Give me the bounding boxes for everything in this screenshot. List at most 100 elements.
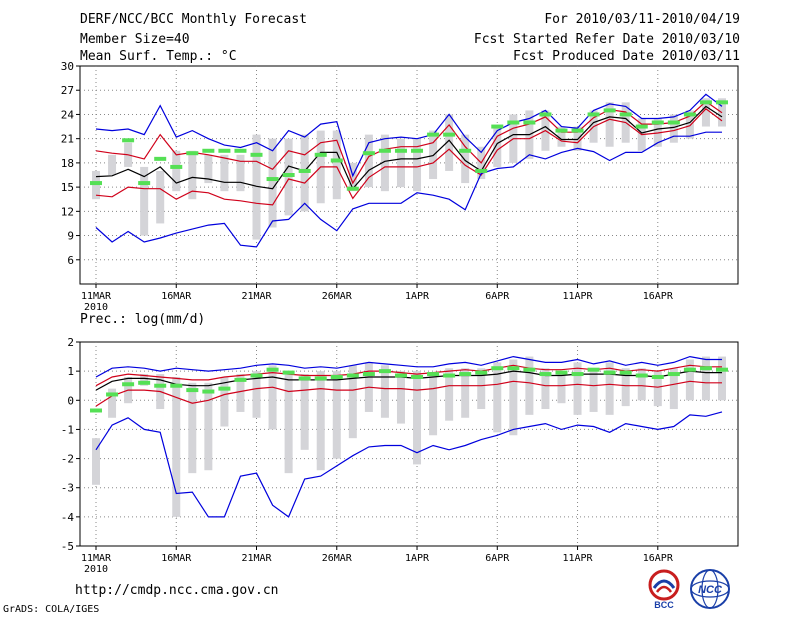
spread-box [188, 382, 197, 474]
observed-marker [667, 372, 680, 377]
spread-box [669, 114, 678, 143]
series-line-ensemble-max [95, 355, 722, 378]
observed-marker [218, 148, 231, 153]
series-line-lower-band [95, 107, 723, 206]
observed-marker [507, 366, 520, 371]
y-tick-label: 6 [67, 254, 74, 267]
y-tick-label: -3 [61, 482, 74, 495]
observed-marker [475, 370, 488, 375]
spread-box [332, 130, 341, 200]
spread-box [685, 110, 694, 139]
spread-box [236, 374, 245, 412]
observed-marker [362, 372, 375, 377]
spread-box [461, 134, 470, 184]
member-size: Member Size=40 [80, 32, 190, 47]
observed-marker [282, 370, 295, 375]
spread-box [204, 382, 213, 471]
observed-marker [266, 177, 279, 182]
observed-marker [170, 164, 183, 169]
chart-panel-2: 2 1 0 -1 -2 -3 -4 -5 11MAR 16MAR 21MAR 26MAR 1APR 6AP… [61, 312, 739, 575]
spread-box [332, 371, 341, 459]
chart-title: DERF/NCC/BCC Monthly Forecast [80, 12, 307, 27]
observed-marker [170, 383, 183, 388]
x-tick-label: 16MAR [161, 553, 192, 564]
spread-box [541, 368, 550, 410]
spread-box [685, 359, 694, 401]
series-line-median [95, 105, 723, 190]
observed-marker [716, 367, 728, 372]
observed-marker [282, 173, 295, 177]
y-tick-label: 27 [61, 84, 74, 97]
y-tick-label: 0 [67, 394, 74, 407]
spread-box [557, 371, 566, 404]
x-tick-label: 16MAR [161, 291, 192, 302]
observed-marker [716, 100, 728, 105]
spread-box [140, 374, 149, 386]
y-tick-label: 15 [61, 181, 74, 194]
spread-box [718, 356, 726, 401]
observed-marker [90, 408, 102, 413]
x-tick-label: 11APR [562, 553, 593, 564]
x-year-label: 2010 [84, 302, 108, 313]
spread-box [573, 362, 582, 415]
observed-marker [186, 388, 199, 393]
series-line-ensemble-max [95, 93, 723, 178]
source-url[interactable]: http://cmdp.ncc.cma.gov.cn [75, 583, 279, 598]
spread-box [396, 371, 405, 424]
observed-marker [427, 132, 440, 137]
observed-marker [90, 181, 102, 186]
observed-marker [362, 151, 375, 156]
series-line-median [95, 370, 722, 391]
observed-marker [443, 132, 456, 137]
observed-marker [346, 186, 359, 191]
spread-box [364, 134, 373, 188]
spread-box [380, 365, 389, 418]
observed-marker [587, 367, 600, 372]
spread-box [653, 371, 662, 407]
observed-marker [411, 374, 424, 379]
observed-marker [154, 156, 167, 161]
plot-frame [79, 65, 739, 285]
spread-box [605, 102, 614, 147]
observed-marker [122, 382, 135, 387]
spread-box [92, 438, 100, 485]
observed-marker [459, 372, 472, 377]
observed-marker [571, 128, 584, 133]
x-tick-label: 6APR [485, 553, 510, 564]
grads-credit: GrADS: COLA/IGES [3, 604, 100, 615]
x-tick-label: 16APR [643, 291, 674, 302]
x-tick-label: 11MAR [81, 553, 112, 564]
chart-panel-1: 30 27 24 21 18 15 12 9 6 11MAR 16MAR 21MAR 26MAR 1APR… [61, 60, 739, 313]
variable-label: Mean Surf. Temp.: °C [80, 49, 237, 64]
observed-marker [667, 120, 680, 125]
spread-box [461, 368, 470, 418]
spread-box [669, 368, 678, 410]
spread-box [108, 388, 117, 418]
observed-marker [250, 152, 263, 157]
observed-marker [202, 148, 215, 153]
observed-marker [539, 372, 552, 377]
spread-box [204, 154, 213, 184]
spread-box [413, 138, 422, 192]
observed-marker [587, 112, 600, 117]
observed-marker [330, 374, 343, 379]
x-tick-label: 26MAR [322, 553, 353, 564]
spread-box [348, 365, 357, 439]
x-year-label: 2010 [84, 564, 108, 575]
spread-box [220, 154, 229, 192]
spread-box [445, 368, 454, 421]
observed-marker [523, 367, 536, 372]
ncc-logo-text: NCC [698, 584, 723, 596]
bcc-logo-text: BCC [654, 600, 674, 610]
y-tick-label: 2 [67, 336, 74, 349]
spread-box [493, 362, 502, 433]
y-tick-label: 24 [61, 108, 75, 121]
spread-box [589, 368, 598, 412]
observed-marker [571, 372, 584, 377]
spread-box [92, 170, 100, 200]
observed-marker [314, 152, 327, 157]
observed-marker [378, 148, 391, 153]
observed-marker [266, 367, 279, 372]
observed-marker [443, 373, 456, 378]
